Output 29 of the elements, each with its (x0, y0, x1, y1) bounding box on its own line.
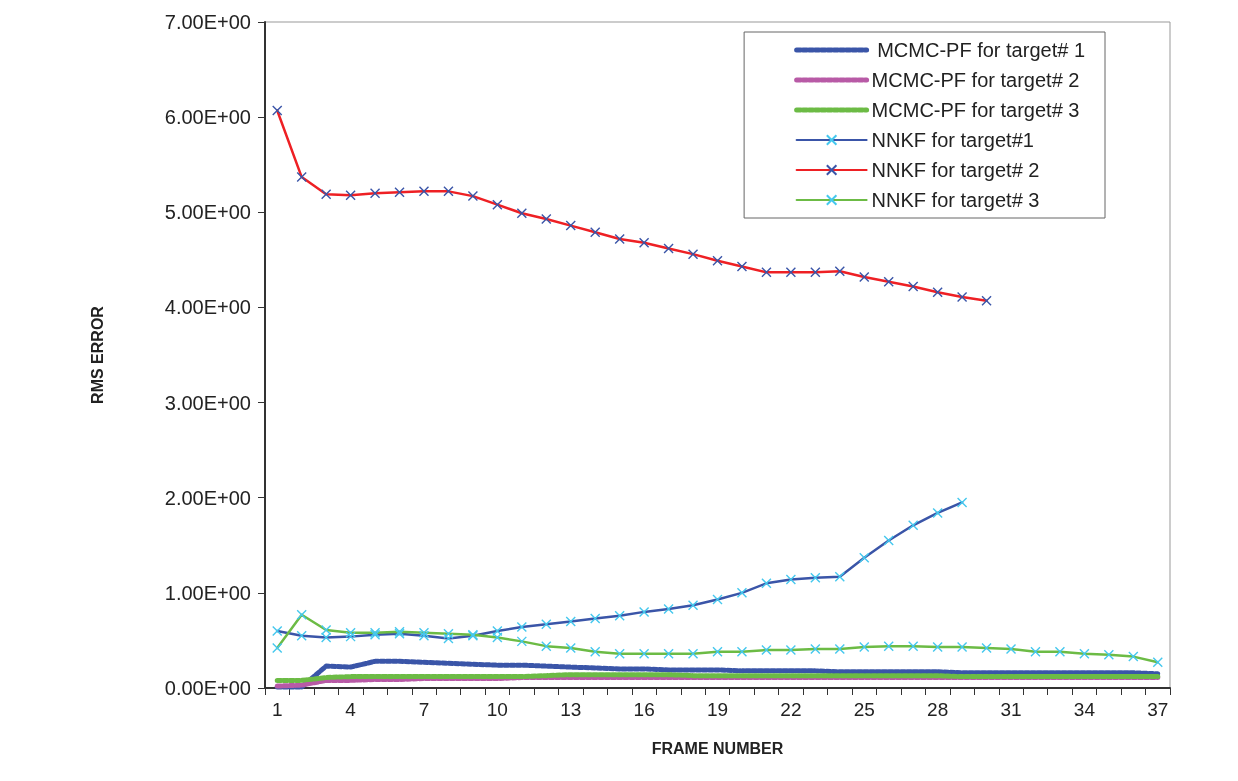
x-tick-label: 13 (560, 699, 582, 720)
x-tick-label: 19 (706, 699, 729, 720)
x-tick-label: 7 (418, 699, 430, 720)
x-axis-title: FRAME NUMBER (651, 739, 784, 757)
legend-label: MCMC-PF for target# 3 (871, 99, 1080, 121)
y-tick-label: 1.00E+00 (164, 581, 251, 604)
x-tick-label: 4 (345, 699, 357, 720)
x-tick-label: 31 (1000, 699, 1022, 720)
legend-label: MCMC-PF for target# 1 (871, 39, 1086, 61)
legend-label: NNKF for target# 2 (871, 159, 1040, 181)
legend-label: NNKF for target#1 (871, 129, 1034, 151)
y-tick-label: 3.00E+00 (164, 391, 251, 414)
y-tick-label: 0.00E+00 (164, 677, 251, 699)
y-tick-label: 7.00E+00 (164, 11, 251, 33)
x-tick-label: 10 (486, 699, 508, 720)
legend-label: NNKF for target# 3 (871, 189, 1040, 211)
y-axis-title: RMS ERROR (88, 305, 106, 404)
x-tick-label: 16 (633, 699, 655, 720)
y-tick-label: 6.00E+00 (164, 106, 251, 129)
x-tick-label: 1 (271, 699, 283, 720)
x-tick-label: 25 (853, 699, 875, 720)
y-tick-label: 4.00E+00 (164, 296, 251, 319)
legend-label: MCMC-PF for target# 2 (871, 69, 1080, 91)
y-tick-label: 2.00E+00 (164, 486, 251, 509)
x-tick-label: 22 (780, 699, 802, 720)
y-tick-label: 5.00E+00 (164, 201, 251, 224)
x-tick-label: 28 (927, 699, 949, 720)
x-tick-label: 34 (1073, 699, 1096, 720)
x-tick-label: 37 (1147, 699, 1169, 720)
